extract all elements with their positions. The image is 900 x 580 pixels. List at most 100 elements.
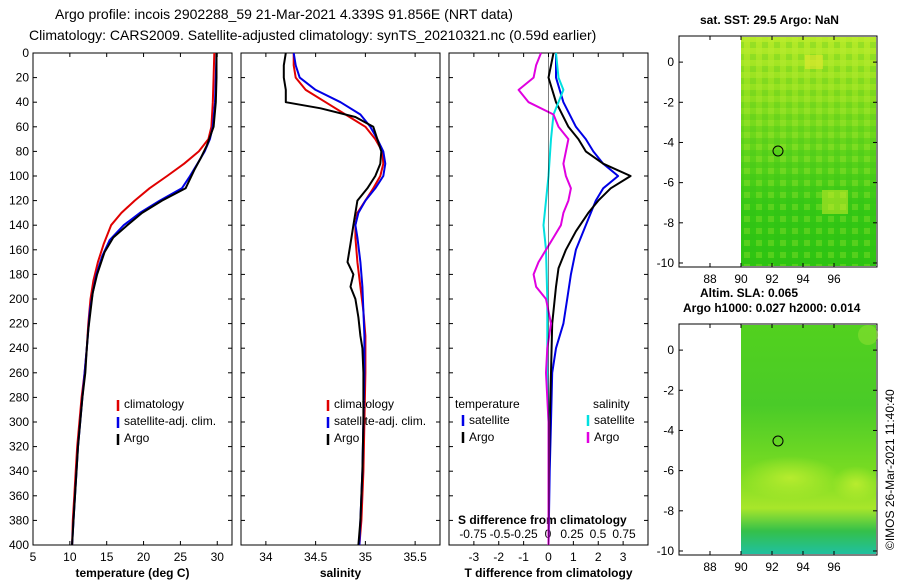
x-axis-label: T difference from climatology bbox=[464, 566, 632, 580]
y-tick-label: 160 bbox=[9, 243, 29, 257]
figure-title-line2: Climatology: CARS2009. Satellite-adjuste… bbox=[29, 27, 596, 43]
map-lat-label: -4 bbox=[663, 423, 674, 437]
series-line-salinity-argo bbox=[517, 52, 572, 545]
legend-label-argo: Argo bbox=[124, 431, 150, 445]
y-tick-label: 60 bbox=[16, 120, 30, 134]
s-tick-label: 0.75 bbox=[612, 527, 636, 541]
map-lon-label: 94 bbox=[796, 560, 810, 574]
salinity-legend: climatology satellite-adj. clim. Argo bbox=[326, 397, 426, 445]
map-lon-label: 96 bbox=[827, 272, 841, 286]
s-tick-label: -0.25 bbox=[510, 527, 538, 541]
series-line-satellite-adj-clim- bbox=[71, 52, 218, 546]
x-tick-label: 35.5 bbox=[403, 550, 427, 564]
map-axes: 0 -2 -4 -6 -8 -10 88 90 92 94 96 0 -2 -4 -6 -8 -10 88 90 92… bbox=[657, 36, 877, 574]
sla-map-blob-2 bbox=[832, 466, 880, 502]
sst-map-title: sat. SST: 29.5 Argo: NaN bbox=[700, 13, 839, 27]
map-lat-label: -6 bbox=[663, 464, 674, 478]
x-tick-label: 34.5 bbox=[304, 550, 328, 564]
legend-label-satellite: satellite-adj. clim. bbox=[334, 414, 426, 428]
y-tick-label: 320 bbox=[9, 440, 29, 454]
y-tick-label: 360 bbox=[9, 489, 29, 503]
sla-map-argo-marker bbox=[772, 435, 784, 447]
temperature-legend: climatology satellite-adj. clim. Argo bbox=[116, 397, 216, 445]
y-tick-label: 180 bbox=[9, 267, 29, 281]
s-tick-label: 0.5 bbox=[590, 527, 607, 541]
y-tick-label: 280 bbox=[9, 390, 29, 404]
map-lat-label: -10 bbox=[657, 544, 675, 558]
salinity-panel: 34 34.5 35 35.5 salinity bbox=[240, 52, 441, 580]
y-tick-label: 40 bbox=[16, 95, 30, 109]
difference-legend: temperature salinity satellite Argo sate… bbox=[455, 397, 635, 444]
x-tick-label: -2 bbox=[493, 550, 504, 564]
sst-map-texture bbox=[741, 37, 876, 266]
map-lon-label: 90 bbox=[734, 272, 748, 286]
x-tick-label: 20 bbox=[137, 550, 151, 564]
y-tick-label: 380 bbox=[9, 513, 29, 527]
legend-label-temp-satellite: satellite bbox=[469, 413, 510, 427]
sst-map-warmpatch bbox=[822, 190, 848, 214]
map-lat-label: -10 bbox=[657, 256, 675, 270]
sla-map-top-label: Altim. SLA: 0.065 bbox=[700, 286, 798, 300]
x-axis-label: salinity bbox=[320, 566, 362, 580]
legend-label-temp-argo: Argo bbox=[469, 430, 495, 444]
map-lon-label: 92 bbox=[765, 272, 779, 286]
y-tick-label: 0 bbox=[22, 46, 29, 60]
x-tick-label: 5 bbox=[30, 550, 37, 564]
y-tick-label: 120 bbox=[9, 194, 29, 208]
y-tick-label: 100 bbox=[9, 169, 29, 183]
figure-title-line1: Argo profile: incois 2902288_59 21-Mar-2… bbox=[55, 6, 513, 22]
difference-panel: -3 -2 -1 0 1 2 3 T difference from climatology S… bbox=[448, 52, 649, 580]
series-line-argo bbox=[282, 52, 383, 546]
x-tick-label: 0 bbox=[545, 550, 552, 564]
map-lat-label: -8 bbox=[663, 504, 674, 518]
s-difference-axis-label: S difference from climatology bbox=[458, 513, 627, 527]
x-axis-label: temperature (deg C) bbox=[75, 566, 189, 580]
sla-map-blob-1 bbox=[740, 456, 840, 500]
x-tick-label: 30 bbox=[211, 550, 225, 564]
credit-text: ©IMOS 26-Mar-2021 11:40:40 bbox=[883, 389, 897, 550]
y-tick-label: 340 bbox=[9, 464, 29, 478]
x-tick-label: 1 bbox=[570, 550, 577, 564]
x-tick-label: 25 bbox=[174, 550, 188, 564]
sla-map: Altim. SLA: 0.065 Argo h1000: 0.027 h200… bbox=[678, 286, 880, 556]
legend-title-salinity: salinity bbox=[593, 397, 630, 411]
legend-label-climatology: climatology bbox=[124, 397, 184, 411]
sst-map-hotspot bbox=[805, 55, 823, 69]
y-tick-label: 260 bbox=[9, 366, 29, 380]
legend-title-temperature: temperature bbox=[455, 397, 520, 411]
x-tick-label: -1 bbox=[518, 550, 529, 564]
y-tick-label: 80 bbox=[16, 144, 30, 158]
map-lon-label: 88 bbox=[703, 272, 717, 286]
series-line-temperature-satellite bbox=[547, 53, 620, 546]
map-lat-label: 0 bbox=[667, 343, 674, 357]
map-lon-label: 94 bbox=[796, 272, 810, 286]
map-lat-label: -6 bbox=[663, 176, 674, 190]
y-tick-label: 220 bbox=[9, 317, 29, 331]
map-lon-label: 92 bbox=[765, 560, 779, 574]
legend-label-argo: Argo bbox=[334, 431, 360, 445]
series-line-salinity-satellite bbox=[542, 52, 565, 545]
map-lat-label: -2 bbox=[663, 383, 674, 397]
y-tick-label: 400 bbox=[9, 538, 29, 552]
y-tick-label: 140 bbox=[9, 218, 29, 232]
map-lat-label: -8 bbox=[663, 216, 674, 230]
sla-map-title: Argo h1000: 0.027 h2000: 0.014 bbox=[683, 301, 861, 315]
x-tick-label: 2 bbox=[595, 550, 602, 564]
map-lon-label: 96 bbox=[827, 560, 841, 574]
y-tick-label: 20 bbox=[16, 71, 30, 85]
plot-frame bbox=[240, 52, 441, 546]
s-tick-label: -0.75 bbox=[459, 527, 487, 541]
series-line-climatology bbox=[71, 52, 216, 546]
plot-frame bbox=[32, 52, 233, 546]
sst-map-argo-marker bbox=[772, 145, 784, 157]
temperature-panel: 0 20 40 60 80 100 120 140 160 180 200 220 240 260 280 3… bbox=[9, 46, 233, 580]
legend-label-sal-satellite: satellite bbox=[594, 413, 635, 427]
series-line-argo bbox=[71, 53, 218, 546]
legend-label-sal-argo: Argo bbox=[594, 430, 620, 444]
sla-map-field bbox=[741, 325, 876, 554]
x-tick-label: 35 bbox=[359, 550, 373, 564]
sst-map: sat. SST: 29.5 Argo: NaN bbox=[678, 13, 878, 268]
y-tick-label: 240 bbox=[9, 341, 29, 355]
s-tick-label: -0.5 bbox=[490, 527, 511, 541]
